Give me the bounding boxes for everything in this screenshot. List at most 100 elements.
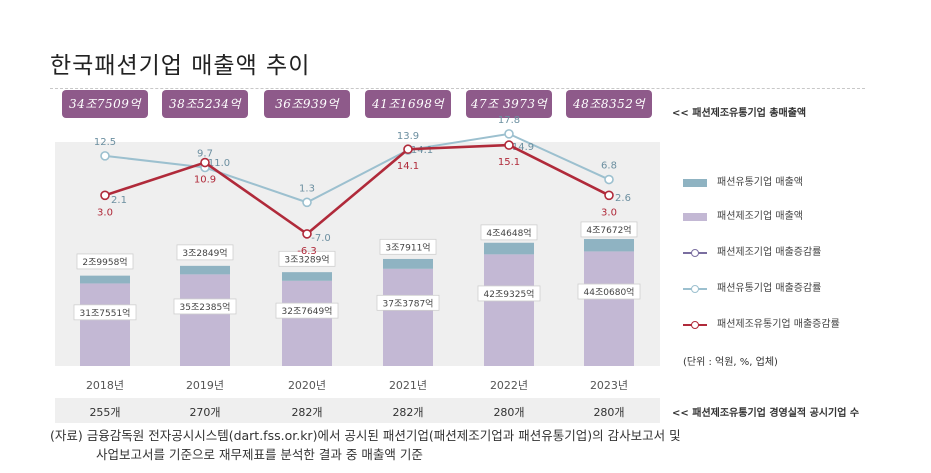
- rate-label-2-4: 15.1: [498, 157, 520, 168]
- value-label-manufacturing-5: 44조0680억: [584, 286, 635, 298]
- rate-label-0-1: 9.7: [197, 148, 213, 159]
- count-note: << 패션제조유통기업 경영실적 공시기업 수: [672, 408, 860, 419]
- marker-2-0: [100, 190, 110, 201]
- label-box-manufacturing-4: [477, 285, 541, 302]
- value-label-manufacturing-1: 35조2385억: [180, 301, 231, 313]
- legend-swatch-1: [683, 213, 707, 221]
- rate-label-2-2: -6.3: [297, 246, 317, 257]
- legend-swatch-0: [683, 179, 707, 187]
- value-label-manufacturing-3: 37조3787억: [383, 297, 434, 309]
- bar-manufacturing-0: [80, 283, 130, 366]
- unit-note: (단위 : 억원, %, 업체): [683, 357, 778, 368]
- label-box-distribution-4: [480, 224, 538, 241]
- rate-label-0-0: 12.5: [94, 137, 116, 148]
- value-label-distribution-5: 4조7672억: [586, 224, 631, 236]
- year-axis-band: [55, 366, 660, 398]
- bar-distribution-0: [80, 275, 130, 284]
- rate-label-2-3: 14.1: [397, 161, 419, 172]
- total-sales-box-3: 41조1698억: [365, 90, 451, 118]
- label-box-distribution-0: [76, 253, 134, 270]
- total-sales-box-2: 36조939억: [264, 90, 350, 118]
- company-count-3: 282개: [392, 406, 424, 419]
- label-box-distribution-3: [379, 238, 437, 255]
- year-label-1: 2019년: [185, 379, 225, 392]
- marker-0-2: [302, 197, 312, 208]
- marker-2-4: [504, 140, 514, 150]
- source-line-1: (자료) 금융감독원 전자공시시스템(dart.fss.or.kr)에서 공시된…: [50, 428, 681, 443]
- bar-manufacturing-3: [383, 268, 433, 366]
- value-label-distribution-0: 2조9958억: [82, 256, 127, 268]
- label-box-manufacturing-3: [376, 294, 440, 311]
- rate-label-0-5: 6.8: [601, 161, 617, 172]
- line-0: [104, 132, 610, 204]
- year-label-5: 2023년: [589, 379, 629, 392]
- marker-0-4: [504, 129, 514, 139]
- company-count-0: 255개: [89, 406, 121, 419]
- label-box-distribution-1: [176, 244, 234, 261]
- bar-manufacturing-1: [180, 274, 230, 366]
- company-count-4: 280개: [493, 406, 525, 419]
- legend-marker-2: [691, 249, 699, 257]
- company-count-5: 280개: [593, 406, 625, 419]
- rate-label-0-2: 1.3: [299, 183, 315, 194]
- marker-2-5: [604, 190, 614, 201]
- rate-label-1-4: 14.9: [512, 142, 534, 153]
- bar-distribution-1: [180, 265, 230, 275]
- bar-manufacturing-2: [282, 280, 332, 366]
- legend-label-3: 패션유통기업 매출증감률: [717, 283, 822, 294]
- value-label-distribution-3: 3조7911억: [385, 241, 430, 253]
- rate-label-1-2: -7.0: [311, 233, 331, 244]
- bar-distribution-4: [484, 242, 534, 255]
- legend-swatch-4: [683, 321, 707, 329]
- marker-0-5: [604, 174, 614, 185]
- value-label-distribution-2: 3조3289억: [284, 253, 329, 265]
- value-label-manufacturing-0: 31조7551억: [80, 307, 131, 319]
- legend-swatch-3: [683, 285, 707, 293]
- source-line-2: 사업보고서를 기준으로 재무제표를 분석한 결과 중 매출액 기준: [96, 447, 423, 462]
- rate-label-1-5: 2.6: [615, 193, 631, 204]
- value-label-manufacturing-4: 42조9325억: [484, 288, 535, 300]
- legend-marker-4: [691, 321, 699, 329]
- year-label-4: 2022년: [489, 379, 529, 392]
- label-box-distribution-5: [580, 221, 638, 238]
- legend-label-2: 패션제조기업 매출증감률: [717, 247, 822, 258]
- year-label-2: 2020년: [287, 379, 327, 392]
- year-label-0: 2018년: [85, 379, 125, 392]
- totals-note: << 패션제조유통기업 총매출액: [672, 108, 807, 119]
- label-box-manufacturing-0: [73, 304, 137, 321]
- marker-2-2: [302, 229, 312, 239]
- chart-title: 한국패션기업 매출액 추이: [50, 53, 311, 79]
- bar-manufacturing-5: [584, 251, 634, 366]
- rate-label-1-1: 11.0: [208, 158, 230, 169]
- marker-2-3: [403, 144, 413, 155]
- line-2: [104, 143, 610, 236]
- label-box-manufacturing-1: [173, 298, 237, 315]
- total-sales-box-1: 38조5234억: [162, 90, 248, 118]
- legend-label-0: 패션유통기업 매출액: [717, 177, 803, 188]
- rate-label-2-1: 10.9: [194, 175, 216, 186]
- value-label-distribution-4: 4조4648억: [486, 227, 531, 239]
- rate-label-1-3: 14.1: [411, 145, 433, 156]
- marker-2-1: [200, 157, 210, 168]
- rate-label-2-5: 3.0: [601, 207, 617, 218]
- legend-marker-3: [691, 285, 699, 293]
- source-note: (자료) 금융감독원 전자공시시스템(dart.fss.or.kr)에서 공시된…: [50, 426, 920, 464]
- total-sales-box-5: 48조8352억: [566, 90, 652, 118]
- company-count-band: [55, 398, 660, 423]
- rate-label-0-4: 17.8: [498, 115, 520, 126]
- rate-label-2-0: 3.0: [97, 207, 113, 218]
- label-box-manufacturing-5: [577, 283, 641, 300]
- rate-label-1-0: 2.1: [111, 195, 127, 206]
- value-label-distribution-1: 3조2849억: [182, 247, 227, 259]
- bar-distribution-2: [282, 272, 332, 281]
- value-label-manufacturing-2: 32조7649억: [282, 305, 333, 317]
- title-divider: [50, 88, 865, 89]
- label-box-distribution-2: [278, 250, 336, 267]
- total-sales-box-0: 34조7509억: [62, 90, 148, 118]
- year-label-3: 2021년: [388, 379, 428, 392]
- company-count-1: 270개: [189, 406, 221, 419]
- label-box-manufacturing-2: [275, 302, 339, 319]
- total-sales-box-4: 47조 3973억: [466, 90, 552, 118]
- legend-label-4: 패션제조유통기업 매출증감률: [717, 319, 840, 330]
